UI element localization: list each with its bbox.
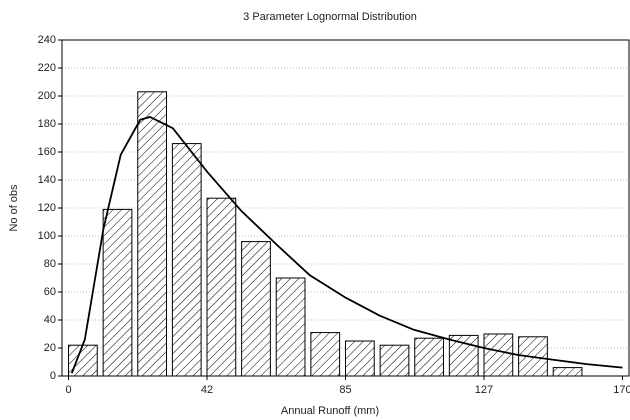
y-tick-label: 0 [50,370,56,382]
x-tick-label: 42 [201,384,213,396]
y-tick-label: 160 [38,146,56,158]
histogram-bar [206,197,237,377]
y-tick-label: 80 [44,258,56,270]
x-tick-label: 85 [339,384,351,396]
y-tick-label: 220 [38,62,56,74]
mark-layer [68,91,623,377]
y-tick-label: 200 [38,90,56,102]
histogram-bar [414,337,444,377]
y-tick-label: 20 [44,342,56,354]
histogram-bar [275,277,306,377]
histogram-bar [552,367,583,377]
x-tick-label: 127 [475,384,493,396]
histogram-bar [241,241,271,377]
histogram-bar [448,334,479,377]
y-tick-label: 140 [38,174,56,186]
histogram-bar [102,208,133,377]
y-tick-label: 240 [38,34,56,46]
y-tick-label: 100 [38,230,56,242]
x-tick-label: 170 [613,384,630,396]
histogram-bar [483,333,514,377]
y-tick-label: 180 [38,118,56,130]
y-tick-label: 120 [38,202,56,214]
x-tick-label: 0 [65,384,71,396]
y-tick-label: 40 [44,314,56,326]
histogram-bar [345,340,375,377]
histogram-bar [379,344,410,377]
chart-title: 3 Parameter Lognormal Distribution [243,11,417,23]
histogram-bar [171,143,202,377]
histogram-bar [137,91,167,377]
x-axis-label: Annual Runoff (mm) [281,405,379,417]
y-tick-label: 60 [44,286,56,298]
y-axis-label: No of obs [8,184,20,232]
fit-curve [70,116,623,374]
histogram-bar [310,332,341,377]
